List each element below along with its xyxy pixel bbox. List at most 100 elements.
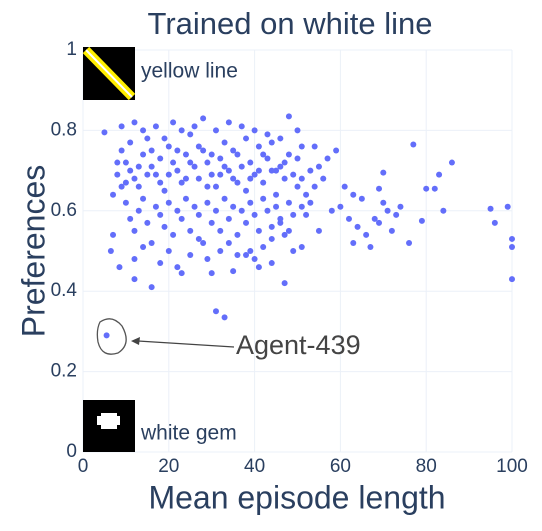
point [371, 215, 378, 222]
point [217, 155, 224, 162]
arrow-head [131, 337, 140, 345]
point [294, 155, 301, 162]
point [273, 191, 280, 198]
point [333, 147, 340, 154]
point [303, 211, 310, 218]
point [487, 205, 494, 212]
point [217, 227, 224, 234]
point [135, 163, 142, 170]
point [504, 203, 511, 210]
point [182, 175, 189, 182]
grid [82, 49, 513, 453]
point [358, 195, 365, 202]
point [260, 243, 267, 250]
point [225, 215, 232, 222]
point [251, 256, 258, 263]
point [281, 231, 288, 238]
point [423, 185, 430, 192]
point [264, 131, 271, 138]
y-tick-label: 0.8 [51, 119, 77, 140]
point [110, 191, 117, 198]
point [247, 199, 254, 206]
point [491, 219, 498, 226]
point [178, 127, 185, 134]
point [118, 123, 125, 130]
point [268, 139, 275, 146]
point [260, 179, 267, 186]
point [328, 207, 335, 214]
point [131, 119, 138, 126]
point [165, 199, 172, 206]
point [255, 143, 262, 150]
point [273, 203, 280, 210]
point [298, 203, 305, 210]
point [225, 119, 232, 126]
point [268, 260, 275, 267]
point [277, 163, 284, 170]
point [260, 195, 267, 202]
point [350, 191, 357, 198]
point [204, 199, 211, 206]
point [200, 147, 207, 154]
point [285, 113, 292, 120]
point [509, 243, 515, 250]
point [448, 159, 455, 166]
point [148, 147, 155, 154]
highlight-circle [96, 318, 127, 355]
point [140, 243, 147, 250]
annotation: Agent-439 [236, 330, 361, 360]
point [174, 264, 181, 271]
x-tick-label: 80 [416, 456, 437, 477]
point [277, 135, 284, 142]
point [204, 183, 211, 190]
y-tick-label: 0.4 [51, 280, 78, 301]
point [234, 252, 241, 259]
point [247, 175, 254, 182]
point [187, 159, 194, 166]
y-tick-label: 1 [66, 39, 77, 60]
point [140, 151, 147, 158]
point [161, 223, 168, 230]
point [285, 151, 292, 158]
point [393, 211, 400, 218]
point [148, 284, 155, 291]
point [148, 239, 155, 246]
point [234, 151, 241, 158]
point [436, 171, 443, 178]
point [165, 248, 172, 254]
point [315, 227, 322, 234]
point [238, 163, 245, 170]
point [243, 219, 250, 226]
point [131, 175, 138, 182]
point [195, 175, 202, 182]
point [200, 239, 207, 246]
point [157, 179, 164, 186]
point [204, 159, 211, 166]
point [311, 143, 318, 150]
point [165, 171, 172, 178]
point [127, 215, 134, 222]
point [290, 248, 297, 254]
point [195, 235, 202, 242]
point [107, 248, 114, 254]
point [161, 187, 168, 194]
yellow-line-icon [82, 46, 136, 101]
point [238, 123, 245, 130]
point [187, 227, 194, 234]
point [320, 175, 327, 182]
point [255, 264, 262, 271]
point [212, 207, 219, 214]
icon-label: white gem [140, 422, 237, 445]
point [118, 183, 125, 190]
point [243, 135, 250, 142]
point [144, 171, 151, 178]
point [148, 163, 155, 170]
point [161, 135, 168, 142]
point [208, 219, 215, 226]
point [247, 248, 254, 254]
point [195, 143, 202, 150]
point [260, 151, 267, 158]
point [230, 147, 237, 154]
point [376, 219, 383, 226]
point [234, 231, 241, 238]
